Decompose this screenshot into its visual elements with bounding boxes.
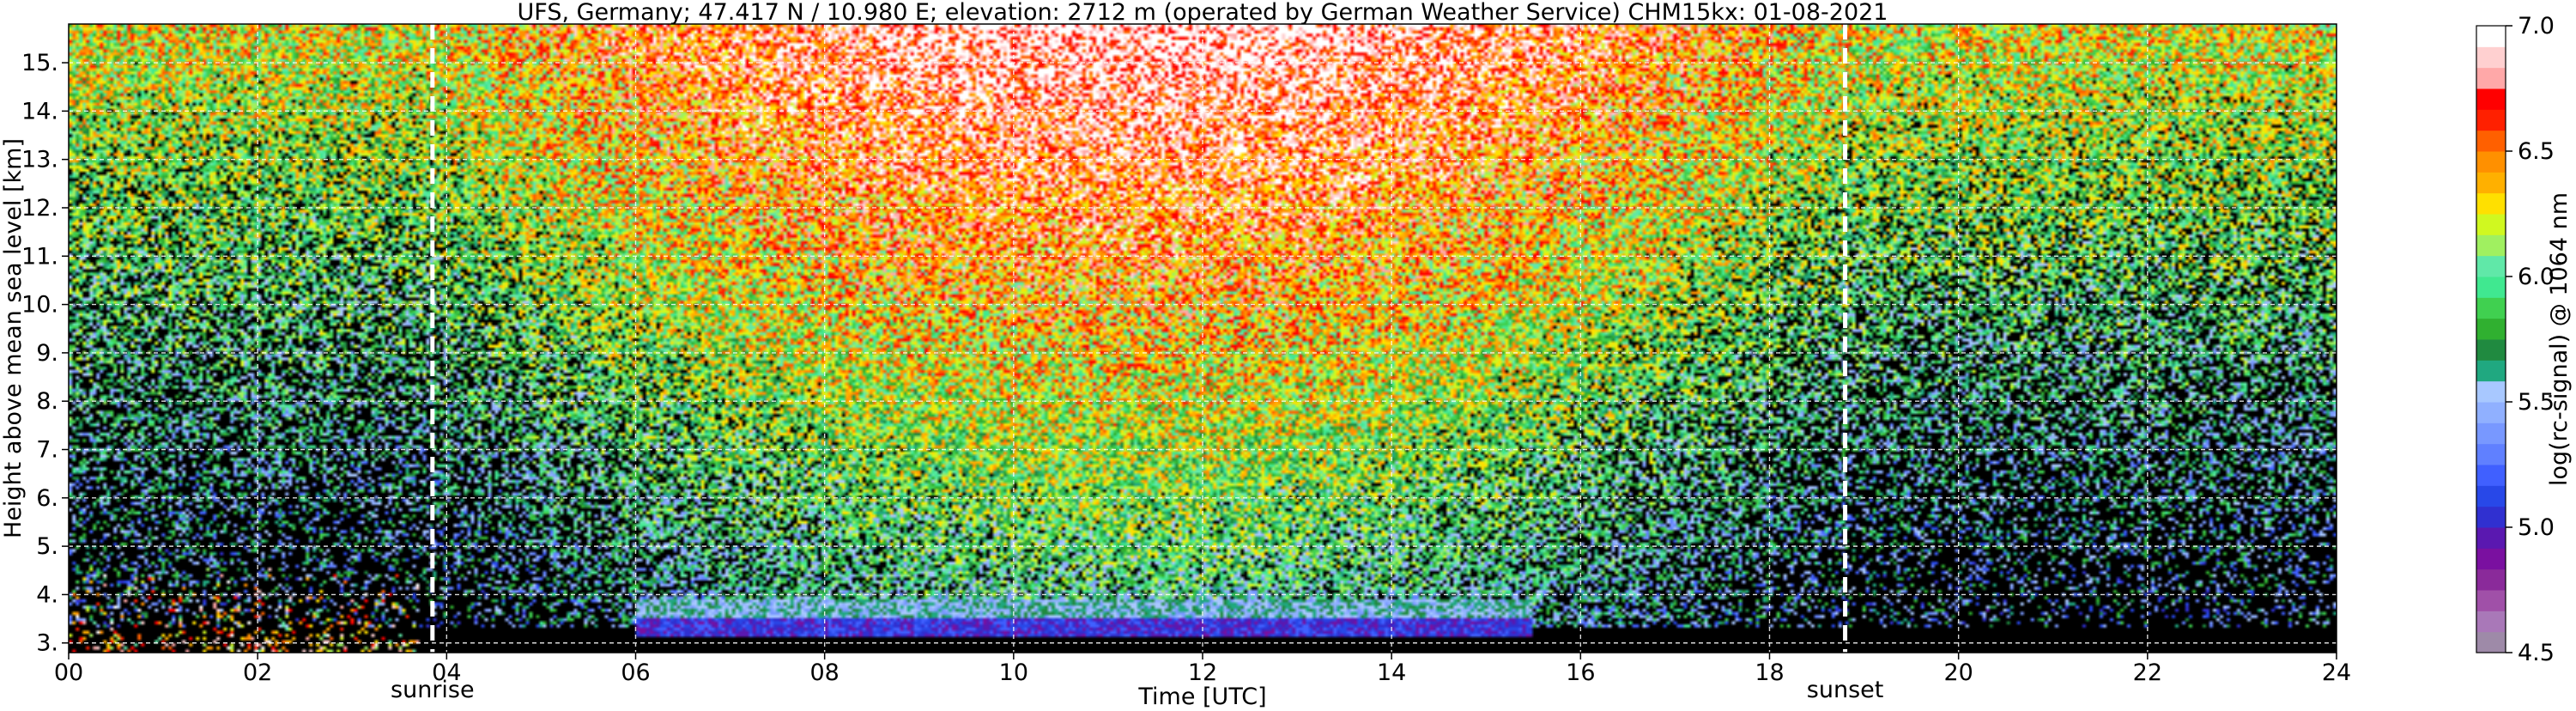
y-tick-label: 14. [21, 98, 58, 125]
colorbar-segment [2476, 339, 2506, 361]
colorbar-segment [2476, 360, 2506, 382]
y-tick-label: 11. [21, 243, 58, 270]
colorbar-segment [2476, 506, 2506, 528]
x-tick-label: 02 [243, 659, 272, 686]
colorbar-tick-label: 6.0 [2518, 264, 2555, 290]
x-tick-label: 24 [2322, 659, 2351, 686]
colorbar-segment [2476, 130, 2506, 152]
colorbar-segment [2476, 380, 2506, 403]
x-tick-label: 14 [1377, 659, 1406, 686]
colorbar-segment [2476, 485, 2506, 507]
colorbar-segment [2476, 172, 2506, 194]
x-tick-label: 04 [432, 659, 461, 686]
colorbar-segment [2476, 568, 2506, 591]
colorbar: 4.5 5.0 5.5 6.0 6.5 7.0 log(rc-signal) @ 1064 … [2476, 13, 2573, 666]
chart-title: UFS, Germany; 47.417 N / 10.980 E; eleva… [518, 0, 1888, 26]
y-axis-label: Height above mean sea level [km] [0, 138, 27, 538]
colorbar-segment [2476, 297, 2506, 319]
colorbar-segment [2476, 234, 2506, 257]
colorbar-segment [2476, 611, 2506, 633]
colorbar-segment [2476, 67, 2506, 89]
colorbar-segment [2476, 255, 2506, 277]
y-tick-label: 8. [36, 388, 58, 415]
x-tick-label: 22 [2133, 659, 2162, 686]
colorbar-segment [2476, 214, 2506, 235]
x-tick-label: 08 [809, 659, 839, 686]
colorbar-segment [2476, 465, 2506, 486]
colorbar-tick-label: 4.5 [2518, 640, 2555, 666]
colorbar-segment [2476, 109, 2506, 131]
y-tick-label: 9. [36, 340, 58, 367]
colorbar-label: log(rc-signal) @ 1064 nm [2546, 192, 2573, 486]
y-tick-label: 15. [21, 50, 58, 76]
colorbar-segment [2476, 192, 2506, 215]
colorbar-segment [2476, 402, 2506, 423]
y-tick-label: 3. [36, 630, 58, 657]
colorbar-segment [2476, 46, 2506, 69]
colorbar-tick-label: 5.5 [2518, 389, 2555, 416]
grid [69, 24, 2337, 653]
y-tick-label: 7. [36, 437, 58, 464]
colorbar-tick-label: 7.0 [2518, 13, 2555, 40]
colorbar-segment [2476, 548, 2506, 570]
x-tick-label: 20 [1943, 659, 1973, 686]
colorbar-segment [2476, 631, 2506, 653]
colorbar-segment [2476, 276, 2506, 298]
x-tick-label: 18 [1755, 659, 1784, 686]
colorbar-segment [2476, 318, 2506, 340]
y-tick-label: 12. [21, 195, 58, 222]
colorbar-segment [2476, 88, 2506, 110]
colorbar-tick-label: 6.5 [2518, 138, 2555, 165]
y-tick-label: 13. [21, 147, 58, 173]
x-tick-label: 12 [1188, 659, 1217, 686]
colorbar-tick-label: 5.0 [2518, 514, 2555, 541]
x-tick-label: 10 [999, 659, 1028, 686]
y-tick-label: 10. [21, 292, 58, 319]
x-tick-label: 00 [54, 659, 83, 686]
x-tick-label: 16 [1566, 659, 1595, 686]
sunrise-label: sunrise [391, 677, 475, 703]
y-tick-label: 4. [36, 581, 58, 608]
colorbar-segment [2476, 422, 2506, 445]
y-tick-label: 5. [36, 533, 58, 560]
x-axis-label: Time [UTC] [1137, 684, 1266, 708]
colorbar-segment [2476, 151, 2506, 173]
sunset-label: sunset [1807, 677, 1884, 703]
colorbar-segment [2476, 527, 2506, 549]
colorbar-segment [2476, 443, 2506, 465]
x-tick-label: 06 [621, 659, 650, 686]
colorbar-segment [2476, 26, 2506, 47]
colorbar-segment [2476, 590, 2506, 611]
colorbar-frame [2476, 25, 2506, 653]
y-tick-label: 6. [36, 485, 58, 512]
